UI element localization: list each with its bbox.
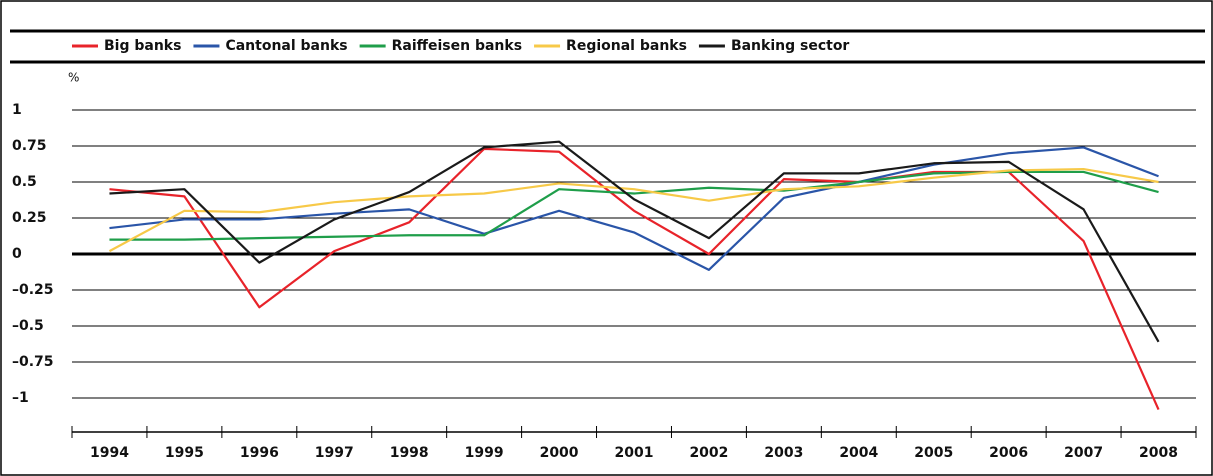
legend: Big banks Cantonal banks Raiffeisen banks R… xyxy=(72,38,849,54)
series-line xyxy=(109,146,1159,271)
legend-label: Big banks xyxy=(104,38,181,54)
legend-label: Regional banks xyxy=(566,38,687,54)
y-tick-label: 0.25 xyxy=(12,210,47,226)
x-tick-label: 1994 xyxy=(90,445,129,461)
x-tick-label: 2003 xyxy=(764,445,803,461)
x-tick-label: 1999 xyxy=(465,445,504,461)
grid xyxy=(72,109,1196,399)
y-tick-label: –0.5 xyxy=(12,318,44,334)
y-tick-label: 1 xyxy=(12,102,22,118)
x-tick-label: 1997 xyxy=(315,445,354,461)
x-tick-label: 2002 xyxy=(689,445,728,461)
y-tick-label: –1 xyxy=(12,390,29,406)
x-tick-label: 1995 xyxy=(165,445,204,461)
x-tick-label: 2008 xyxy=(1139,445,1178,461)
legend-label: Banking sector xyxy=(731,38,849,54)
y-axis-label: % xyxy=(68,71,79,85)
x-tick-label: 2004 xyxy=(839,445,878,461)
y-tick-label: 0.75 xyxy=(12,138,47,154)
series-line xyxy=(109,147,1160,410)
x-tick-label: 2007 xyxy=(1064,445,1103,461)
y-tick-label: –0.25 xyxy=(12,282,54,298)
x-tick-label: 2001 xyxy=(615,445,654,461)
series-line xyxy=(109,140,1160,343)
y-tick-label: 0.5 xyxy=(12,174,37,190)
x-tick-label: 1998 xyxy=(390,445,429,461)
x-tick-label: 2000 xyxy=(540,445,579,461)
x-tick-label: 1996 xyxy=(240,445,279,461)
y-tick-label: –0.75 xyxy=(12,354,54,370)
x-tick-label: 2005 xyxy=(914,445,953,461)
legend-label: Raiffeisen banks xyxy=(392,38,522,54)
series-line xyxy=(108,167,1159,253)
x-tick-label: 2006 xyxy=(989,445,1028,461)
legend-label: Cantonal banks xyxy=(225,38,347,54)
y-tick-label: 0 xyxy=(12,246,22,262)
